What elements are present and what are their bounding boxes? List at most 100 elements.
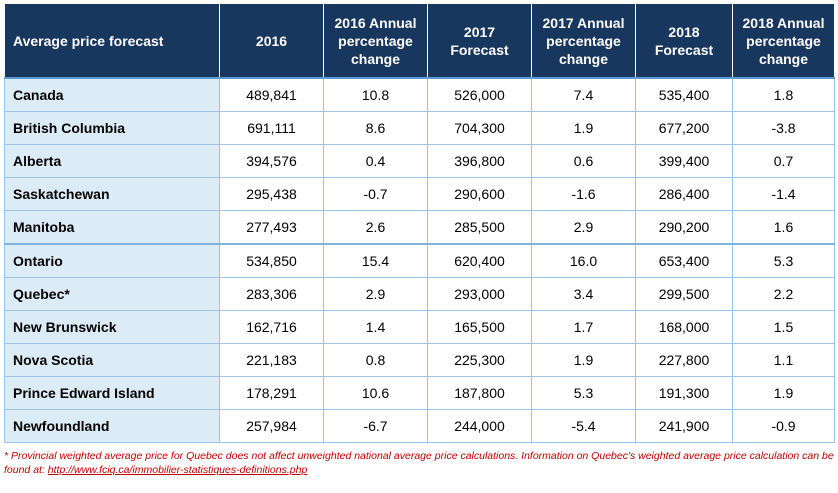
- table-row: Prince Edward Island 178,291 10.6 187,800 5.…: [4, 376, 835, 410]
- cell-region: Canada: [4, 77, 220, 112]
- cell-2016: 221,183: [219, 343, 324, 377]
- cell-2016-change: -0.7: [323, 177, 428, 211]
- cell-2018-forecast: 290,200: [635, 210, 733, 245]
- cell-2018-forecast: 399,400: [635, 144, 733, 178]
- table-row: Canada 489,841 10.8 526,000 7.4 535,400 1.8: [4, 77, 835, 112]
- cell-2016-change: 0.4: [323, 144, 428, 178]
- cell-2017-forecast: 187,800: [427, 376, 532, 410]
- header-line: change: [758, 50, 808, 67]
- cell-2018-forecast: 677,200: [635, 111, 733, 145]
- cell-region: British Columbia: [4, 111, 220, 145]
- cell-2018-change: -3.8: [732, 111, 835, 145]
- cell-2017-change: 1.9: [531, 111, 636, 145]
- table-header-row: Average price forecast 2016 2016 Annual per…: [4, 3, 835, 79]
- cell-2017-change: 2.9: [531, 210, 636, 245]
- cell-2016: 691,111: [219, 111, 324, 145]
- cell-2018-forecast: 241,900: [635, 409, 733, 443]
- footnote-link[interactable]: http://www.fciq.ca/immobilier-statistiqu…: [47, 464, 308, 476]
- table-row: Newfoundland 257,984 -6.7 244,000 -5.4 241,90…: [4, 409, 835, 443]
- header-2017-forecast: 2017 Forecast: [427, 3, 532, 79]
- average-price-forecast-table: Average price forecast 2016 2016 Annual per…: [4, 3, 835, 443]
- table-row: Saskatchewan 295,438 -0.7 290,600 -1.6 286,40…: [4, 177, 835, 211]
- cell-2017-forecast: 620,400: [427, 243, 532, 278]
- cell-2016: 394,576: [219, 144, 324, 178]
- table-row: Manitoba 277,493 2.6 285,500 2.9 290,200 1.6: [4, 210, 835, 245]
- cell-2017-forecast: 290,600: [427, 177, 532, 211]
- cell-2018-change: 5.3: [732, 243, 835, 278]
- cell-2018-forecast: 168,000: [635, 310, 733, 344]
- table-row: Alberta 394,576 0.4 396,800 0.6 399,400 0.7: [4, 144, 835, 178]
- cell-2016-change: 8.6: [323, 111, 428, 145]
- cell-2016: 257,984: [219, 409, 324, 443]
- cell-2018-change: 1.9: [732, 376, 835, 410]
- cell-2016-change: 10.6: [323, 376, 428, 410]
- header-line: percentage: [746, 32, 821, 49]
- cell-region: Alberta: [4, 144, 220, 178]
- footnote: * Provincial weighted average price for …: [4, 449, 834, 477]
- header-line: Forecast: [654, 41, 714, 58]
- cell-2017-change: 3.4: [531, 277, 636, 311]
- cell-region: Nova Scotia: [4, 343, 220, 377]
- cell-2017-forecast: 165,500: [427, 310, 532, 344]
- cell-2016-change: 15.4: [323, 243, 428, 278]
- cell-2016: 277,493: [219, 210, 324, 245]
- header-line: 2017: [463, 23, 496, 40]
- cell-2017-change: 5.3: [531, 376, 636, 410]
- cell-2017-change: -5.4: [531, 409, 636, 443]
- table-row: Ontario 534,850 15.4 620,400 16.0 653,400 5.3: [4, 243, 835, 278]
- cell-2017-change: 16.0: [531, 243, 636, 278]
- header-2017-change: 2017 Annual percentage change: [531, 3, 636, 79]
- cell-region: Newfoundland: [4, 409, 220, 443]
- cell-region: Quebec*: [4, 277, 220, 311]
- header-line: 2018 Annual: [742, 14, 825, 31]
- table-row: Nova Scotia 221,183 0.8 225,300 1.9 227,800 1.…: [4, 343, 835, 377]
- header-2016-change: 2016 Annual percentage change: [323, 3, 428, 79]
- header-line: Average price forecast: [13, 32, 164, 49]
- cell-2018-change: 1.5: [732, 310, 835, 344]
- cell-2016-change: 2.6: [323, 210, 428, 245]
- cell-region: Saskatchewan: [4, 177, 220, 211]
- cell-2017-forecast: 704,300: [427, 111, 532, 145]
- header-line: 2018: [668, 23, 700, 40]
- header-line: change: [350, 50, 400, 67]
- table-body: Canada 489,841 10.8 526,000 7.4 535,400 1.8 Bri…: [4, 77, 835, 443]
- cell-2018-forecast: 653,400: [635, 243, 733, 278]
- cell-2017-forecast: 293,000: [427, 277, 532, 311]
- cell-2016: 534,850: [219, 243, 324, 278]
- cell-2017-change: 0.6: [531, 144, 636, 178]
- cell-2016: 162,716: [219, 310, 324, 344]
- cell-region: Ontario: [4, 243, 220, 278]
- cell-2016-change: 1.4: [323, 310, 428, 344]
- cell-2017-forecast: 526,000: [427, 77, 532, 112]
- cell-2017-change: 1.7: [531, 310, 636, 344]
- cell-2016: 178,291: [219, 376, 324, 410]
- table-row: New Brunswick 162,716 1.4 165,500 1.7 168,000…: [4, 310, 835, 344]
- cell-2016-change: 2.9: [323, 277, 428, 311]
- cell-2018-change: -1.4: [732, 177, 835, 211]
- header-line: percentage: [338, 32, 413, 49]
- forecast-table-container: Average price forecast 2016 2016 Annual per…: [4, 3, 835, 443]
- cell-2018-change: 0.7: [732, 144, 835, 178]
- table-row: British Columbia 691,111 8.6 704,300 1.9 677,…: [4, 111, 835, 145]
- header-2018-change: 2018 Annual percentage change: [732, 3, 835, 79]
- cell-2017-forecast: 244,000: [427, 409, 532, 443]
- footnote-text: * Provincial weighted average price for …: [4, 450, 834, 476]
- cell-2016-change: -6.7: [323, 409, 428, 443]
- table-row: Quebec* 283,306 2.9 293,000 3.4 299,500 2.2: [4, 277, 835, 311]
- cell-2017-change: -1.6: [531, 177, 636, 211]
- header-2016: 2016: [219, 3, 324, 79]
- cell-2018-change: 1.8: [732, 77, 835, 112]
- cell-2018-change: 1.6: [732, 210, 835, 245]
- header-region: Average price forecast: [4, 3, 220, 79]
- cell-2017-forecast: 396,800: [427, 144, 532, 178]
- cell-2018-change: 1.1: [732, 343, 835, 377]
- cell-2018-forecast: 286,400: [635, 177, 733, 211]
- cell-2018-forecast: 227,800: [635, 343, 733, 377]
- header-line: 2016 Annual: [334, 14, 417, 31]
- header-line: Forecast: [450, 41, 509, 58]
- cell-2016: 295,438: [219, 177, 324, 211]
- cell-2016-change: 10.8: [323, 77, 428, 112]
- cell-2018-change: -0.9: [732, 409, 835, 443]
- cell-region: Manitoba: [4, 210, 220, 245]
- header-line: change: [558, 50, 608, 67]
